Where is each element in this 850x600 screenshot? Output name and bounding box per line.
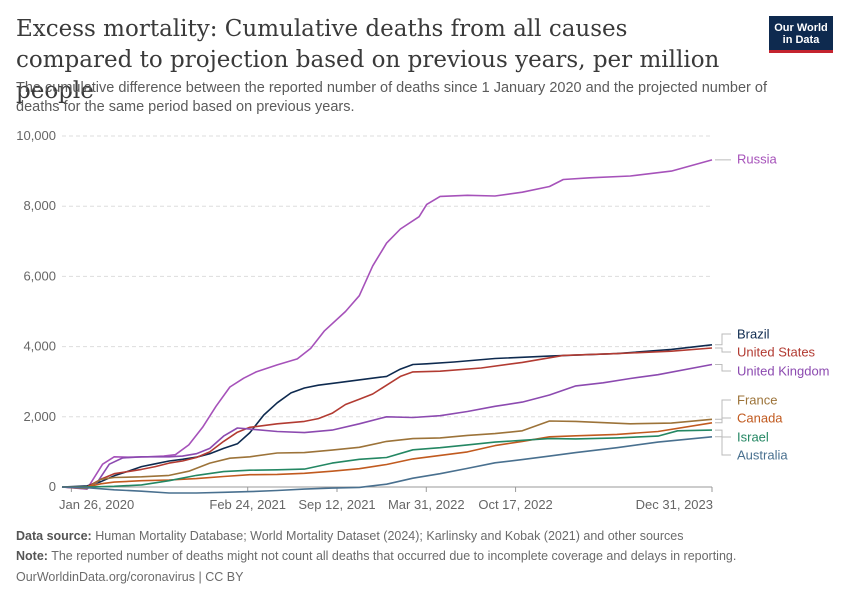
x-tick-label: Mar 31, 2022 bbox=[388, 497, 465, 512]
source-label: Data source: bbox=[16, 529, 92, 543]
line-chart: 0 2,000 4,000 6,000 8,000 10,000 Jan 26, 2020 F… bbox=[16, 128, 830, 512]
x-tick-label: Dec 31, 2023 bbox=[636, 497, 713, 512]
series-line-france bbox=[61, 418, 713, 490]
note-label: Note: bbox=[16, 549, 48, 563]
series-label-france: France bbox=[737, 393, 777, 408]
chart-subtitle: The cumulative difference between the re… bbox=[16, 80, 767, 115]
label-connector bbox=[715, 333, 731, 346]
series-line-canada bbox=[62, 422, 713, 488]
logo-line-2: in Data bbox=[782, 34, 820, 46]
x-tick-label: Feb 24, 2021 bbox=[209, 497, 286, 512]
x-tick-label: Jan 26, 2020 bbox=[59, 497, 134, 512]
label-connector bbox=[715, 417, 731, 424]
source-text[interactable]: Human Mortality Database; World Mortalit… bbox=[95, 529, 684, 543]
label-connector bbox=[715, 399, 731, 420]
label-connector bbox=[715, 429, 731, 438]
x-tick-label: Oct 17, 2022 bbox=[478, 497, 552, 512]
series-line-australia bbox=[61, 436, 713, 494]
series-line-israel bbox=[62, 429, 713, 488]
series-label-brazil: Brazil bbox=[737, 327, 770, 342]
y-tick-label: 8,000 bbox=[23, 198, 56, 213]
series-label-russia: Russia bbox=[737, 152, 778, 167]
footer-source: Data source: Human Mortality Database; W… bbox=[16, 528, 683, 544]
label-connector bbox=[715, 436, 731, 456]
chart-title: Excess mortality: Cumulative deaths from… bbox=[16, 16, 720, 104]
y-tick-label: 0 bbox=[49, 479, 56, 494]
y-tick-label: 6,000 bbox=[23, 268, 56, 283]
series-label-canada: Canada bbox=[737, 411, 783, 426]
note-text: The reported number of deaths might not … bbox=[51, 549, 737, 563]
y-tick-label: 10,000 bbox=[16, 128, 56, 143]
series-line-united-states bbox=[62, 347, 713, 488]
series-line-united-kingdom bbox=[61, 363, 713, 490]
x-tick-label: Sep 12, 2021 bbox=[298, 497, 375, 512]
series-label-australia: Australia bbox=[737, 448, 788, 463]
label-connector bbox=[715, 347, 731, 353]
series-label-united-kingdom: United Kingdom bbox=[737, 364, 830, 379]
series-line-russia bbox=[61, 159, 713, 490]
owid-logo[interactable]: Our World in Data bbox=[769, 16, 833, 53]
footer-note: Note: The reported number of deaths migh… bbox=[16, 548, 736, 564]
series-line-brazil bbox=[61, 344, 713, 488]
logo-line-1: Our World bbox=[774, 21, 828, 34]
series-label-israel: Israel bbox=[737, 430, 769, 445]
label-connector bbox=[715, 364, 731, 372]
footer-credit[interactable]: OurWorldinData.org/coronavirus | CC BY bbox=[16, 570, 244, 584]
y-tick-label: 4,000 bbox=[23, 339, 56, 354]
y-tick-label: 2,000 bbox=[23, 409, 56, 424]
series-label-united-states: United States bbox=[737, 345, 816, 360]
